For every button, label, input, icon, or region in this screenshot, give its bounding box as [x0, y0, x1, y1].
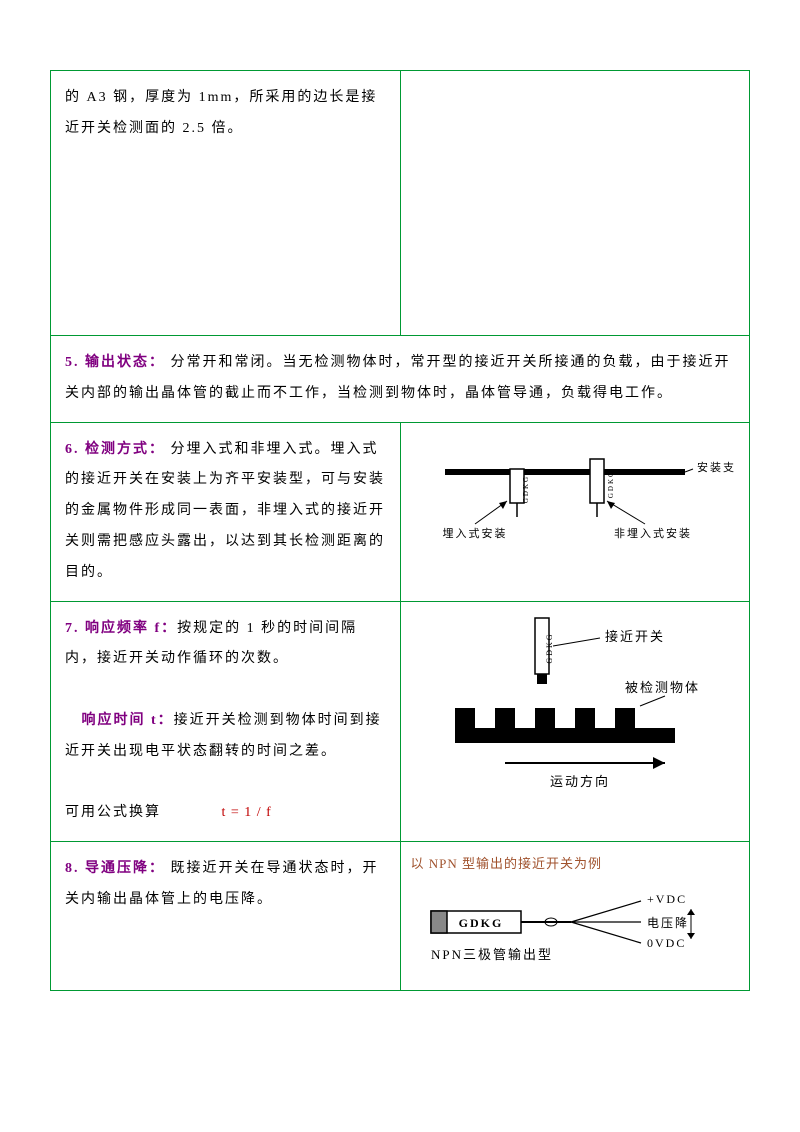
- vdc-bot-label: 0VDC: [647, 936, 686, 950]
- row-voltage-drop: 8. 导通压降： 既接近开关在导通状态时，开关内输出晶体管上的电压降。 以 NP…: [51, 842, 750, 991]
- cell-detection-method-diagram: GDKG GDKG 埋入式安装 非埋入式安装 安装支架: [400, 422, 750, 601]
- cell-voltage-drop-text: 8. 导通压降： 既接近开关在导通状态时，开关内输出晶体管上的电压降。: [51, 842, 401, 991]
- cell-response-text: 7. 响应频率 f：按规定的 1 秒的时间间隔内，接近开关动作循环的次数。 响应…: [51, 601, 401, 842]
- cell-standard-target-text: 的 A3 钢，厚度为 1mm，所采用的边长是接近开关检测面的 2.5 倍。: [51, 71, 401, 336]
- row-output-state: 5. 输出状态： 分常开和常闭。当无检测物体时，常开型的接近开关所接通的负载，由…: [51, 336, 750, 423]
- cell-voltage-drop-diagram: 以 NPN 型输出的接近开关为例 GDKG +VDC 电压降 0VDC: [400, 842, 750, 991]
- npn-subtitle: NPN三极管输出型: [431, 947, 553, 962]
- output-state-title: 输出状态：: [85, 355, 165, 370]
- row-response: 7. 响应频率 f：按规定的 1 秒的时间间隔内，接近开关动作循环的次数。 响应…: [51, 601, 750, 842]
- response-diagram: GDKG 接近开关 被检测物体 运动方向: [415, 608, 735, 798]
- sensor-label: 接近开关: [605, 629, 665, 644]
- definitions-table: 的 A3 钢，厚度为 1mm，所采用的边长是接近开关检测面的 2.5 倍。 5.…: [50, 70, 750, 991]
- output-state-num: 5.: [65, 355, 80, 370]
- detection-method-title: 检测方式：: [85, 442, 165, 457]
- cell-response-diagram: GDKG 接近开关 被检测物体 运动方向: [400, 601, 750, 842]
- row-standard-target: 的 A3 钢，厚度为 1mm，所采用的边长是接近开关检测面的 2.5 倍。: [51, 71, 750, 336]
- response-time-title: 响应时间 t：: [82, 713, 174, 728]
- formula-prefix: 可用公式换算: [65, 805, 161, 820]
- detection-method-num: 6.: [65, 442, 80, 457]
- cell-output-state: 5. 输出状态： 分常开和常闭。当无检测物体时，常开型的接近开关所接通的负载，由…: [51, 336, 750, 423]
- vdrop-label: 电压降: [647, 916, 689, 930]
- cell-standard-target-diagram: [400, 71, 750, 336]
- mounting-diagram: GDKG GDKG 埋入式安装 非埋入式安装 安装支架: [415, 429, 735, 569]
- svg-text:GDKG: GDKG: [545, 632, 554, 663]
- output-state-body: 分常开和常闭。当无检测物体时，常开型的接近开关所接通的负载，由于接近开关内部的输…: [65, 355, 731, 401]
- flush-mount-label: 埋入式安装: [442, 526, 507, 540]
- voltage-drop-note: 以 NPN 型输出的接近开关为例: [411, 856, 603, 871]
- svg-text:GDKG: GDKG: [458, 916, 503, 930]
- bracket-label: 安装支架: [697, 460, 735, 474]
- voltage-drop-title: 8. 导通压降：: [65, 861, 165, 876]
- cell-detection-method-text: 6. 检测方式： 分埋入式和非埋入式。埋入式的接近开关在安装上为齐平安装型，可与…: [51, 422, 401, 601]
- direction-label: 运动方向: [550, 774, 610, 789]
- row-detection-method: 6. 检测方式： 分埋入式和非埋入式。埋入式的接近开关在安装上为齐平安装型，可与…: [51, 422, 750, 601]
- svg-text:GDKG: GDKG: [607, 469, 615, 497]
- object-label: 被检测物体: [625, 680, 700, 695]
- standard-target-body: 的 A3 钢，厚度为 1mm，所采用的边长是接近开关检测面的 2.5 倍。: [65, 90, 377, 136]
- svg-text:GDKG: GDKG: [522, 474, 530, 502]
- detection-method-body: 分埋入式和非埋入式。埋入式的接近开关在安装上为齐平安装型，可与安装的金属物件形成…: [65, 442, 385, 580]
- voltage-drop-diagram: GDKG +VDC 电压降 0VDC NPN三极管输出型: [411, 881, 731, 969]
- formula: t = 1 / f: [222, 805, 272, 820]
- nonflush-mount-label: 非埋入式安装: [614, 526, 692, 540]
- vdc-top-label: +VDC: [647, 892, 687, 906]
- response-freq-title: 7. 响应频率 f：: [65, 621, 177, 636]
